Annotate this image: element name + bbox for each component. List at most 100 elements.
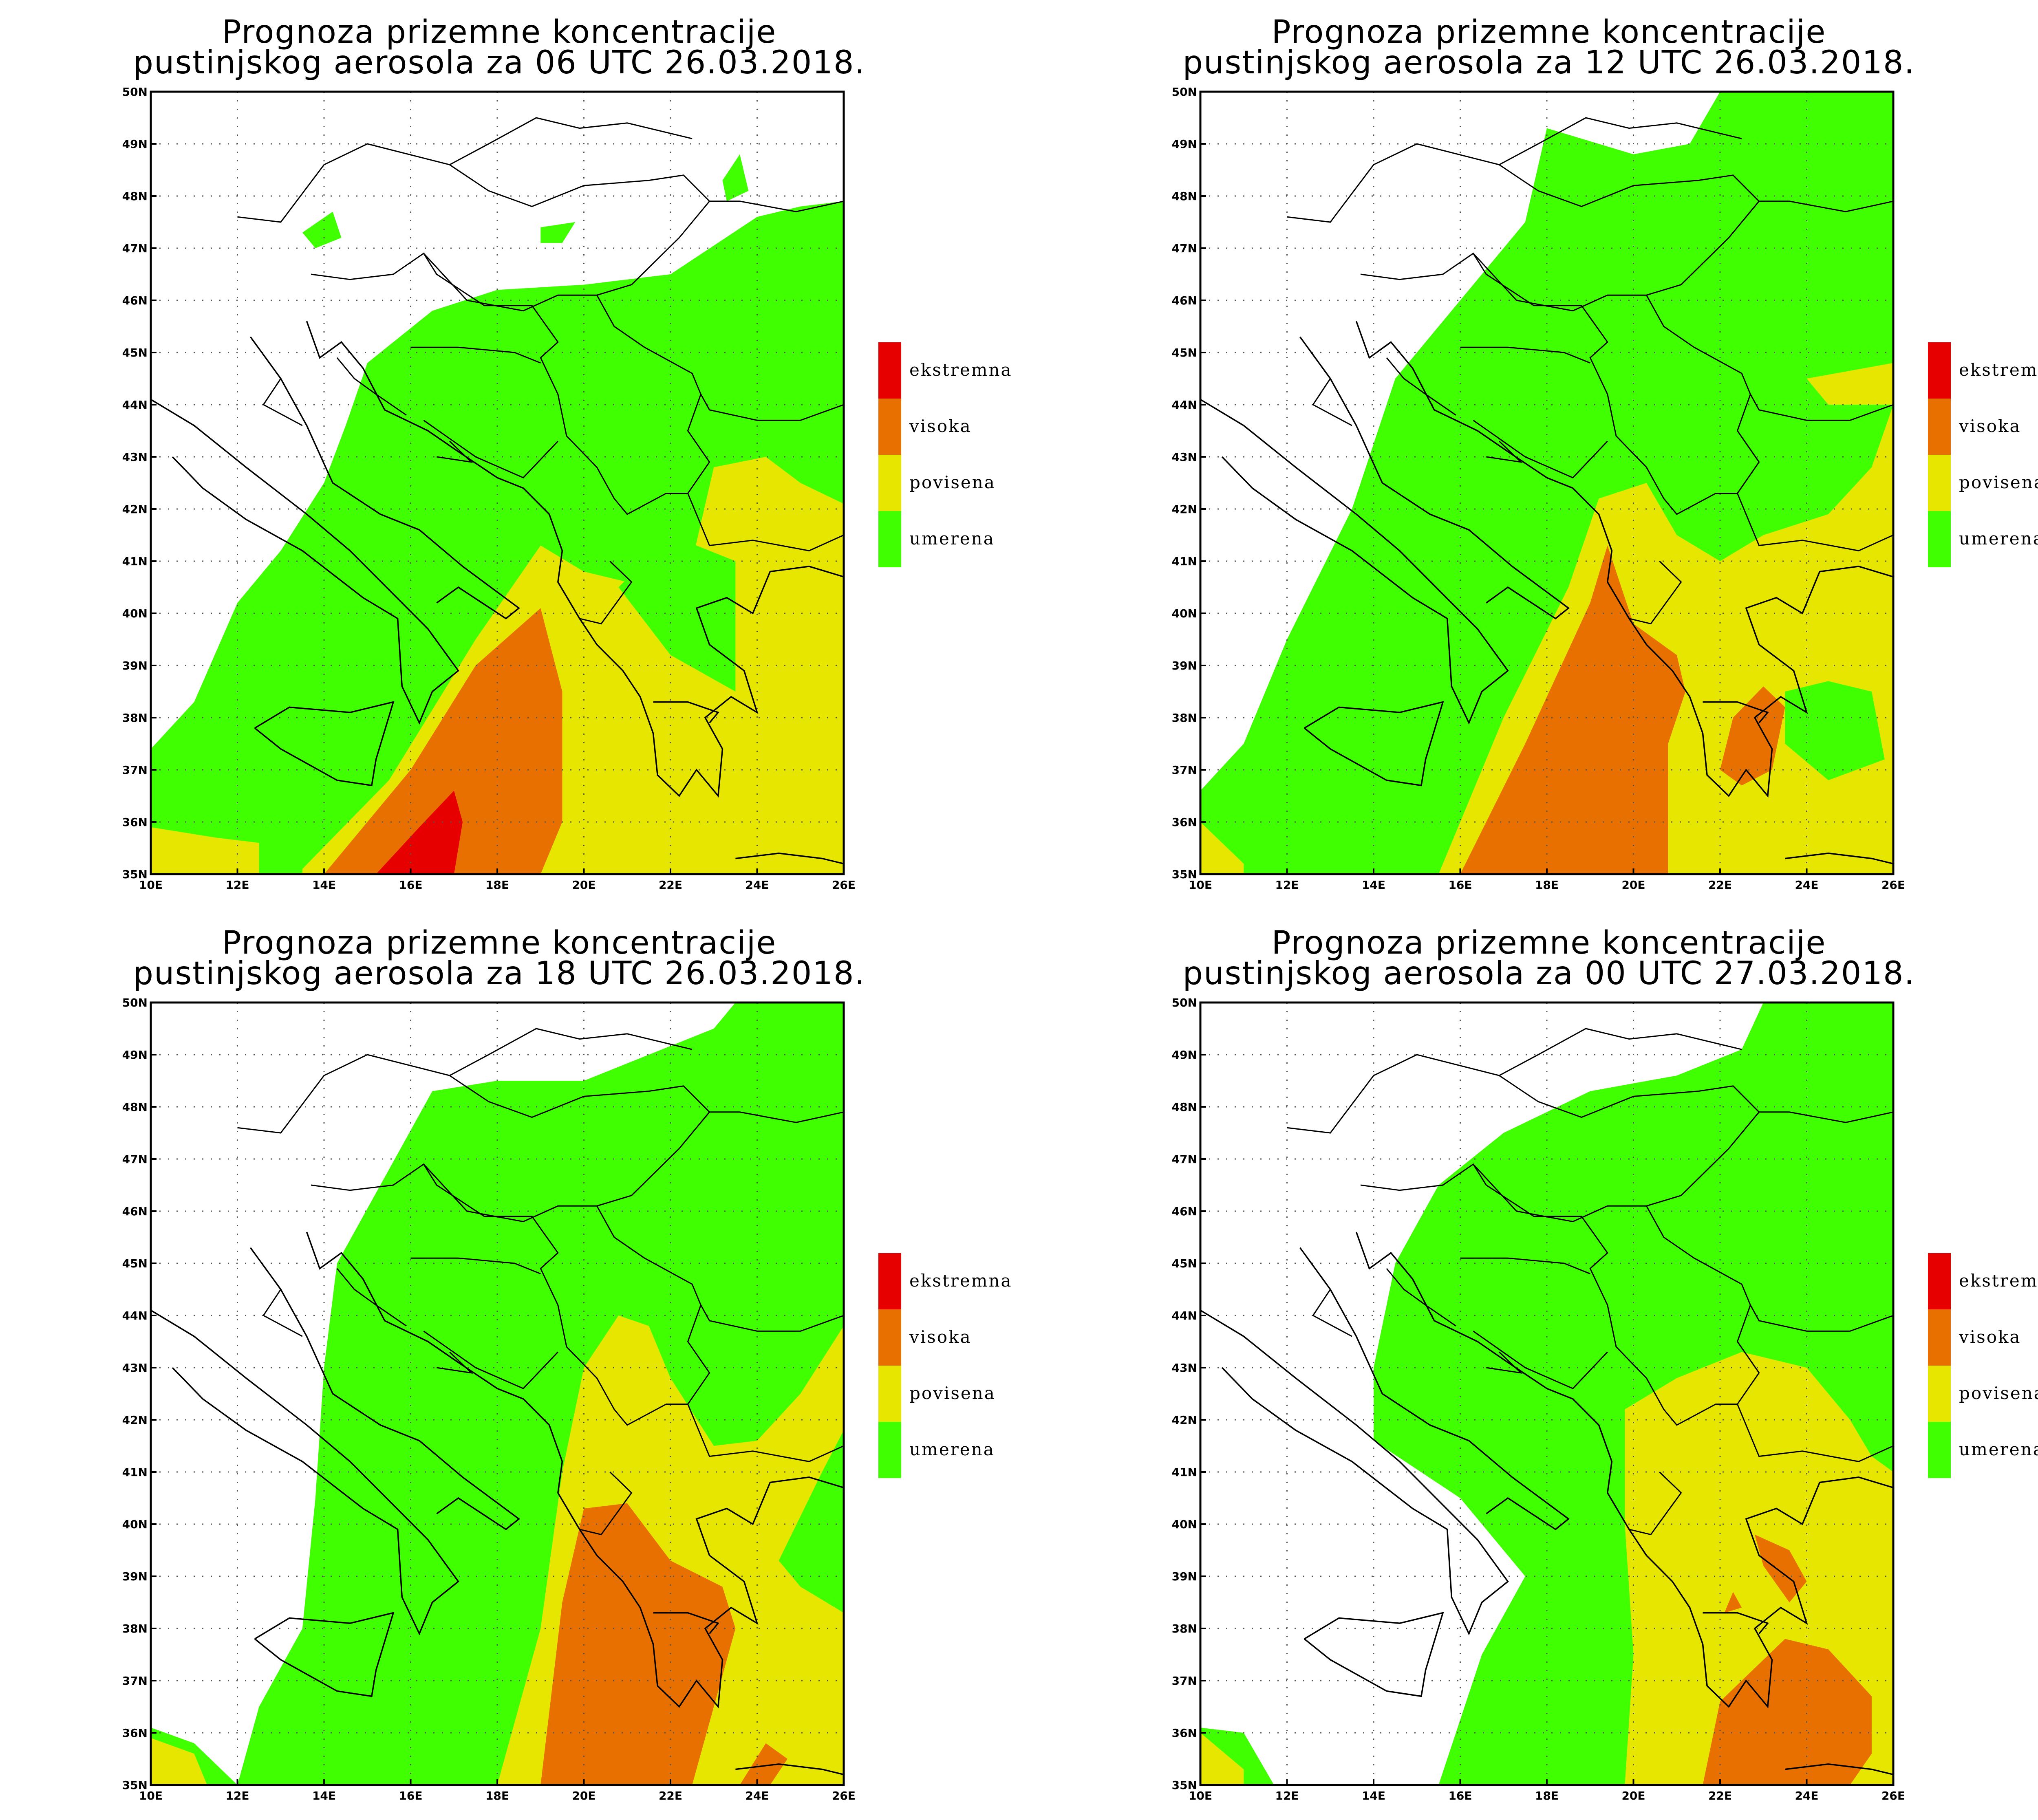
country-border [1736,1304,1760,1405]
y-tick-label: 35N [1172,1778,1197,1792]
x-tick-label: 24E [1795,1789,1818,1802]
country-border [311,1163,844,1462]
country-border [709,201,844,212]
y-tick-label: 36N [122,1726,148,1740]
country-border [237,143,710,312]
y-tick-label: 39N [122,1570,148,1583]
coastline [1785,1763,1893,1776]
legend: ekstremna visoka povisena umerena [1928,342,2038,567]
concentration-region-visoka [1724,1592,1742,1613]
y-tick-label: 47N [122,242,148,255]
legend: ekstremna visoka povisena umerena [1928,1253,2038,1478]
country-border [1473,1331,1608,1389]
y-tick-label: 35N [1172,868,1197,881]
x-tick-label: 18E [1535,878,1559,892]
y-tick-label: 41N [1172,1465,1197,1479]
x-tick-label: 22E [659,878,682,892]
legend-label-ekstremna: ekstremna [909,360,1012,380]
x-tick-label: 12E [225,1789,249,1802]
legend-label-povisena: povisena [1959,472,2038,492]
legend-swatch-ekstremna [878,342,901,399]
country-border [687,1304,710,1405]
y-tick-label: 37N [1172,1674,1197,1688]
y-tick-label: 46N [1172,1205,1197,1218]
concentration-region-umerena [722,154,749,201]
x-tick-label: 22E [1708,1789,1732,1802]
concentration-field [1200,1003,1893,1785]
country-border [336,1268,407,1326]
y-tick-label: 38N [122,711,148,725]
coastline [735,853,844,865]
axis-ticks: 10E 12E 14E 16E 18E 20E 22E 24E 26E 35N 36N 37N 38N 3… [122,996,856,1802]
country-border [336,357,407,416]
y-tick-label: 48N [1172,189,1197,203]
legend-label-umerena: umerena [909,529,995,549]
legend-label-ekstremna: ekstremna [909,1271,1012,1291]
country-border [423,1331,558,1389]
y-tick-label: 48N [122,189,148,203]
y-tick-label: 47N [1172,1152,1197,1166]
y-tick-label: 40N [122,1518,148,1531]
panel-title-line1: Prognoza prizemne koncentracije [222,925,777,961]
y-tick-label: 38N [1172,711,1197,725]
x-tick-label: 18E [1535,1789,1559,1802]
coastline [249,1247,520,1530]
coastline [1703,1612,1769,1634]
country-border [437,441,473,463]
coastline [306,321,844,798]
x-tick-label: 10E [139,878,163,892]
coastline [1355,1232,1893,1709]
legend: ekstremna visoka povisena umerena [878,1253,1012,1478]
y-tick-label: 38N [122,1622,148,1635]
y-tick-label: 42N [122,1413,148,1427]
x-tick-label: 24E [745,878,769,892]
y-tick-label: 48N [122,1100,148,1114]
country-border [1499,1028,1742,1076]
coastline-and-borders [151,117,844,865]
legend-label-povisena: povisena [909,472,996,492]
country-border [1287,143,1760,312]
panel-2: Prognoza prizemne koncentracije pustinjs… [122,925,1012,1802]
country-border [1386,357,1456,416]
coastline-and-borders [1200,117,1893,865]
y-tick-label: 42N [1172,1413,1197,1427]
x-tick-label: 14E [1362,1789,1385,1802]
x-tick-label: 22E [659,1789,682,1802]
legend-label-visoka: visoka [909,1327,972,1347]
coastline [151,1309,459,1636]
country-border [1759,1111,1893,1123]
x-tick-label: 10E [139,1789,163,1802]
legend-swatch-povisena [1928,455,1951,511]
x-tick-label: 20E [1621,1789,1645,1802]
y-tick-label: 50N [122,996,148,1009]
coastline [653,701,719,723]
coastline [735,1763,844,1776]
axis-ticks: 10E 12E 14E 16E 18E 20E 22E 24E 26E 35N 36N 37N 38N 3… [122,85,856,892]
legend-label-ekstremna: ekstremna [1959,360,2038,380]
country-border [1473,420,1608,478]
panel-title-line2: pustinjskog aerosola za 00 UTC 27.03.201… [1183,955,1915,992]
country-border [262,378,303,426]
country-border [1486,441,1523,463]
concentration-region-povisena [151,827,259,874]
concentration-region-visoka [324,608,562,874]
concentration-region-umerena [302,212,342,248]
y-tick-label: 41N [1172,555,1197,568]
legend-swatch-ekstremna [878,1253,901,1309]
x-tick-label: 22E [1708,878,1732,892]
y-tick-label: 39N [1172,659,1197,672]
x-tick-label: 16E [399,878,422,892]
y-tick-label: 40N [1172,1518,1197,1531]
legend-label-visoka: visoka [909,416,972,436]
legend-swatch-povisena [878,455,901,511]
x-tick-label: 10E [1189,878,1212,892]
y-tick-label: 40N [122,607,148,620]
legend-label-umerena: umerena [909,1439,995,1459]
country-border [579,1471,633,1536]
coastline [1703,701,1769,723]
y-tick-label: 36N [1172,1726,1197,1740]
country-border [237,1054,710,1223]
legend-swatch-ekstremna [1928,342,1951,399]
x-tick-label: 16E [1448,878,1472,892]
